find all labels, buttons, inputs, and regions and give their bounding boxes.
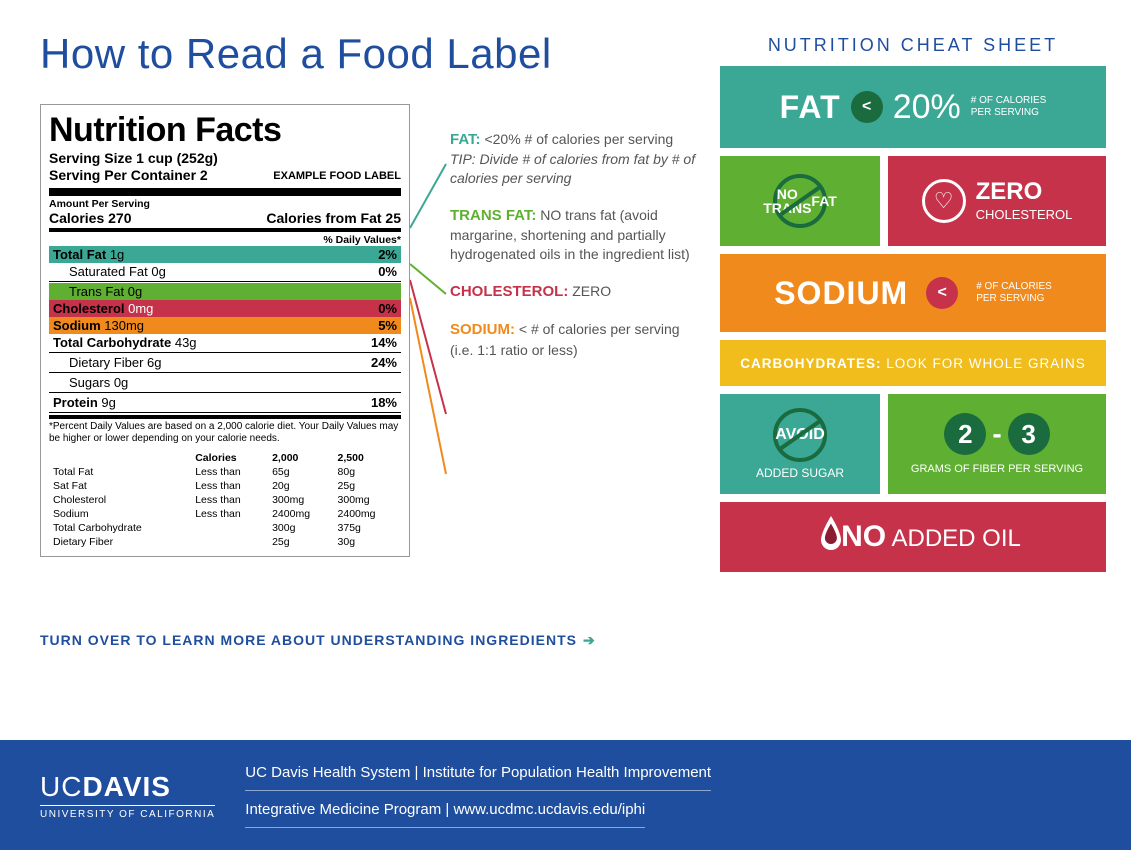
tile-sodium-sub2: PER SERVING bbox=[976, 293, 1044, 304]
drop-icon bbox=[805, 520, 831, 554]
tile-fat-pct: 20% bbox=[893, 88, 961, 127]
lt-icon: < bbox=[926, 277, 958, 309]
tile-sodium: SODIUM < # OF CALORIESPER SERVING bbox=[720, 254, 1106, 332]
nf-footnote: *Percent Daily Values are based on a 2,0… bbox=[49, 421, 401, 446]
tile-fiber-sub: GRAMS OF FIBER PER SERVING bbox=[911, 463, 1083, 475]
nf-row: Total Fat 1g2% bbox=[49, 246, 401, 263]
callout-fat: FAT: <20% # of calories per serving TIP:… bbox=[450, 130, 700, 188]
nf-row: Cholesterol 0mg0% bbox=[49, 300, 401, 317]
nf-heading: Nutrition Facts bbox=[49, 111, 401, 150]
nf-row: Dietary Fiber 6g24% bbox=[49, 354, 401, 371]
tile-sugar: AVOID ADDED SUGAR bbox=[720, 394, 880, 494]
tile-no-trans-fat: NO TRANSFAT bbox=[720, 156, 880, 246]
nf-calories-label: Calories bbox=[49, 210, 104, 226]
nutrition-facts-panel: Nutrition Facts Serving Size 1 cup (252g… bbox=[40, 104, 410, 557]
lt-icon: < bbox=[851, 91, 883, 123]
nf-dv-header: % Daily Values* bbox=[49, 234, 401, 246]
nf-serving-size: Serving Size 1 cup (252g) bbox=[49, 150, 401, 167]
callout-trans: TRANS FAT: NO trans fat (avoid margarine… bbox=[450, 206, 700, 264]
tile-sodium-sub1: # OF CALORIES bbox=[976, 281, 1052, 292]
tile-fiber-b: 3 bbox=[1008, 413, 1050, 455]
tile-oil-bold: NO bbox=[841, 520, 886, 553]
tile-fat-word: FAT bbox=[780, 89, 841, 126]
tile-fiber-a: 2 bbox=[944, 413, 986, 455]
tile-fat-sub1: # OF CALORIES bbox=[971, 95, 1047, 106]
callout-fat-label: FAT: bbox=[450, 131, 481, 148]
tile-fiber-dash: - bbox=[992, 418, 1001, 450]
cheat-sheet-header: NUTRITION CHEAT SHEET bbox=[720, 35, 1106, 56]
tile-sugar-sub: ADDED SUGAR bbox=[756, 466, 844, 480]
footer: UCDAVIS UNIVERSITY OF CALIFORNIA UC Davi… bbox=[0, 740, 1131, 850]
tile-fiber: 2 - 3 GRAMS OF FIBER PER SERVING bbox=[888, 394, 1106, 494]
tile-carbs-rest: LOOK FOR WHOLE GRAINS bbox=[881, 356, 1085, 371]
callout-chol-label: CHOLESTEROL: bbox=[450, 283, 568, 300]
callout-sodium: SODIUM: < # of calories per serving (i.e… bbox=[450, 320, 700, 359]
nf-row: Sodium 130mg5% bbox=[49, 317, 401, 334]
callout-fat-tip: TIP: Divide # of calories from fat by # … bbox=[450, 150, 700, 188]
nf-row: Trans Fat 0g bbox=[49, 283, 401, 300]
callout-chol-body: ZERO bbox=[568, 283, 611, 299]
tile-fat-sub2: PER SERVING bbox=[971, 107, 1039, 118]
tile-chol-sub: CHOLESTEROL bbox=[976, 207, 1073, 222]
footer-line2: Integrative Medicine Program | www.ucdmc… bbox=[245, 795, 645, 828]
ucdavis-logo: UCDAVIS UNIVERSITY OF CALIFORNIA bbox=[40, 771, 215, 820]
turn-over-text: TURN OVER TO LEARN MORE ABOUT UNDERSTAND… bbox=[40, 632, 596, 649]
tile-notrans-l2: FAT bbox=[811, 194, 836, 208]
callout-sodium-label: SODIUM: bbox=[450, 321, 515, 338]
tile-notrans-l1: NO TRANS bbox=[763, 187, 811, 215]
nf-row: Saturated Fat 0g0% bbox=[49, 263, 401, 280]
nf-calories-from-fat: Calories from Fat 25 bbox=[266, 210, 401, 226]
page-title: How to Read a Food Label bbox=[40, 30, 552, 78]
nf-example-tag: EXAMPLE FOOD LABEL bbox=[273, 170, 401, 182]
footer-line1: UC Davis Health System | Institute for P… bbox=[245, 758, 711, 791]
callout-trans-label: TRANS FAT: bbox=[450, 207, 536, 224]
avoid-icon: AVOID bbox=[773, 408, 827, 462]
tile-carbs: CARBOHYDRATES: LOOK FOR WHOLE GRAINS bbox=[720, 340, 1106, 386]
arrow-right-icon: ➔ bbox=[583, 632, 596, 649]
tile-fat: FAT < 20% # OF CALORIESPER SERVING bbox=[720, 66, 1106, 148]
ucdavis-logo-sub: UNIVERSITY OF CALIFORNIA bbox=[40, 805, 215, 820]
nf-calories: 270 bbox=[108, 210, 131, 226]
tile-carbs-bold: CARBOHYDRATES: bbox=[740, 356, 881, 371]
callout-chol: CHOLESTEROL: ZERO bbox=[450, 282, 700, 302]
callouts: FAT: <20% # of calories per serving TIP:… bbox=[450, 130, 700, 377]
tile-oil-rest: ADDED OIL bbox=[886, 525, 1021, 552]
nf-row: Protein 9g18% bbox=[49, 394, 401, 411]
nf-row: Total Carbohydrate 43g14% bbox=[49, 334, 401, 351]
connector-lines bbox=[410, 104, 450, 564]
footer-text: UC Davis Health System | Institute for P… bbox=[245, 758, 711, 832]
nf-row: Sugars 0g bbox=[49, 374, 401, 391]
callout-fat-body: <20% # of calories per serving bbox=[481, 131, 674, 147]
cheat-sheet: FAT < 20% # OF CALORIESPER SERVING NO TR… bbox=[720, 66, 1106, 572]
heart-icon: ♡ bbox=[922, 179, 966, 223]
tile-sodium-word: SODIUM bbox=[774, 275, 908, 312]
tile-chol-word: ZERO bbox=[976, 178, 1043, 205]
tile-cholesterol: ♡ ZERO CHOLESTEROL bbox=[888, 156, 1106, 246]
nf-reference-table: Calories2,0002,500Total FatLess than65g8… bbox=[49, 450, 401, 550]
tile-oil: NO ADDED OIL bbox=[720, 502, 1106, 572]
nf-amount-per-serving: Amount Per Serving bbox=[49, 198, 401, 210]
